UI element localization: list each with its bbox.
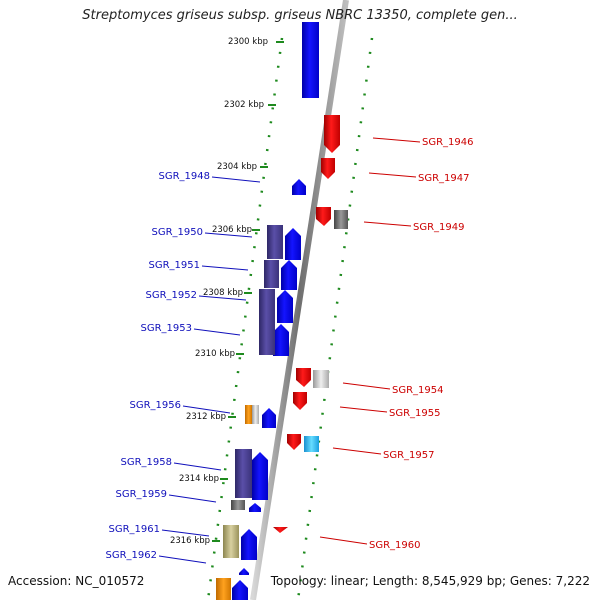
gene-label-SGR_1954[interactable]: SGR_1954 bbox=[392, 385, 444, 396]
accession-info: Accession: NC_010572 bbox=[8, 574, 144, 588]
gene-SGR_1954-arrow[interactable] bbox=[296, 368, 311, 387]
gene-SGR_1946-arrow[interactable] bbox=[324, 115, 340, 153]
ruler-tick-2310: 2310 kbp bbox=[195, 349, 235, 359]
leader-line bbox=[319, 536, 368, 545]
gene-SGR_1959-arrow[interactable] bbox=[249, 503, 261, 512]
gene-label-SGR_1948[interactable]: SGR_1948 bbox=[159, 171, 211, 182]
ruler-tick-2308: 2308 kbp bbox=[203, 288, 243, 298]
gene-SGR_1952-arrow[interactable] bbox=[277, 290, 293, 323]
ruler-tick-2314: 2314 kbp bbox=[179, 474, 219, 484]
left-gene-labels: SGR_1948 SGR_1950 SGR_1951 SGR_1952 SGR_… bbox=[106, 171, 261, 564]
operon-block[interactable] bbox=[235, 449, 252, 498]
page-title: Streptomyces griseus subsp. griseus NBRC… bbox=[82, 8, 518, 23]
right-gene-labels: SGR_1946 SGR_1947 SGR_1949 SGR_1954 SGR_… bbox=[319, 137, 474, 551]
leader-line bbox=[158, 555, 207, 564]
topology-value: linear; bbox=[330, 574, 369, 588]
leader-line bbox=[198, 295, 247, 301]
genes-value: 7,222 bbox=[555, 574, 590, 588]
gene-feature-orange[interactable] bbox=[245, 405, 252, 424]
gene-label-SGR_1961[interactable]: SGR_1961 bbox=[109, 524, 161, 535]
ruler-tick-2306: 2306 kbp bbox=[212, 225, 252, 235]
gene-label-SGR_1947[interactable]: SGR_1947 bbox=[418, 173, 470, 184]
genome-stats: Topology: linear; Length: 8,545,929 bp; … bbox=[271, 574, 590, 588]
ruler-tick-2302: 2302 kbp bbox=[224, 100, 264, 110]
ruler-tick-2300: 2300 kbp bbox=[228, 37, 268, 47]
ruler-tick-2316: 2316 kbp bbox=[170, 536, 210, 546]
accession-value: NC_010572 bbox=[75, 574, 145, 588]
gene-SGR_1953-arrow[interactable] bbox=[273, 324, 289, 356]
gene-label-SGR_1958[interactable]: SGR_1958 bbox=[121, 457, 173, 468]
leader-line bbox=[161, 529, 210, 537]
topology-label: Topology: bbox=[270, 574, 327, 588]
leader-line bbox=[342, 382, 391, 390]
gene-SGR_1958-arrow[interactable] bbox=[252, 452, 268, 500]
leader-line bbox=[368, 172, 417, 178]
leader-line bbox=[204, 232, 253, 238]
gene-label-SGR_1956[interactable]: SGR_1956 bbox=[130, 400, 182, 411]
gene-label-SGR_1952[interactable]: SGR_1952 bbox=[146, 290, 198, 301]
gene-feature-gray[interactable] bbox=[334, 210, 348, 229]
gene-SGR_1951-arrow[interactable] bbox=[281, 260, 297, 290]
operon-block[interactable] bbox=[264, 260, 279, 288]
gene-SGR_1962-arrow[interactable] bbox=[239, 568, 249, 575]
gene-label-SGR_1950[interactable]: SGR_1950 bbox=[152, 227, 204, 238]
gene-SGR_1961-arrow[interactable] bbox=[241, 529, 257, 560]
forward-strand-genes bbox=[232, 22, 319, 600]
gene-feature-orange[interactable] bbox=[216, 578, 231, 600]
gene-feature-lightgray[interactable] bbox=[313, 370, 329, 388]
genes-label: Genes: bbox=[509, 574, 552, 588]
gene-label-SGR_1962[interactable]: SGR_1962 bbox=[106, 550, 158, 561]
leader-line bbox=[173, 462, 222, 471]
sequence-axis bbox=[250, 0, 349, 601]
gene-label-SGR_1953[interactable]: SGR_1953 bbox=[141, 323, 193, 334]
gene-SGR_1947-arrow[interactable] bbox=[321, 158, 335, 179]
ruler-tick-2304: 2304 kbp bbox=[217, 162, 257, 172]
leader-line bbox=[193, 328, 241, 336]
gene-label-SGR_1949[interactable]: SGR_1949 bbox=[413, 222, 465, 233]
gene-label-SGR_1946[interactable]: SGR_1946 bbox=[422, 137, 474, 148]
gene-feature-khaki[interactable] bbox=[223, 525, 239, 558]
gene-label-SGR_1955[interactable]: SGR_1955 bbox=[389, 408, 441, 419]
gene-feature[interactable] bbox=[302, 22, 319, 98]
gene-label-SGR_1951[interactable]: SGR_1951 bbox=[149, 260, 201, 271]
gene-label-SGR_1959[interactable]: SGR_1959 bbox=[116, 489, 168, 500]
gene-feature-cyan[interactable] bbox=[304, 436, 319, 452]
operon-block[interactable] bbox=[259, 289, 275, 355]
leader-line bbox=[372, 137, 421, 143]
gene-SGR_1955-arrow[interactable] bbox=[293, 392, 307, 410]
operon-features bbox=[216, 225, 283, 600]
gene-SGR_1950-arrow[interactable] bbox=[285, 228, 301, 260]
gene-SGR_1949-arrow[interactable] bbox=[316, 207, 331, 226]
gene-label-SGR_1960[interactable]: SGR_1960 bbox=[369, 540, 421, 551]
ruler-tick-2312: 2312 kbp bbox=[186, 412, 226, 422]
leader-line bbox=[363, 221, 412, 227]
leader-line bbox=[201, 265, 249, 271]
gene-SGR_1960-arrow[interactable] bbox=[273, 527, 288, 533]
accession-label: Accession: bbox=[8, 574, 72, 588]
ruler: 2300 kbp 2302 kbp 2304 kbp 2306 kbp 2308… bbox=[170, 37, 284, 546]
gene-SGR_1956-arrow[interactable] bbox=[262, 408, 276, 428]
gene-label-SGR_1957[interactable]: SGR_1957 bbox=[383, 450, 435, 461]
leader-line bbox=[182, 405, 231, 414]
leader-line bbox=[339, 406, 388, 413]
leader-line bbox=[332, 447, 382, 455]
length-label: Length: bbox=[372, 574, 419, 588]
length-value: 8,545,929 bp; bbox=[421, 574, 507, 588]
reverse-strand-genes bbox=[273, 115, 348, 533]
gene-feature-gray[interactable] bbox=[231, 500, 245, 510]
leader-line bbox=[168, 494, 217, 503]
gene-feature[interactable] bbox=[232, 580, 248, 600]
leader-line bbox=[211, 176, 261, 183]
gene-SGR_1948-arrow[interactable] bbox=[292, 179, 306, 195]
gene-feature-lightgray[interactable] bbox=[252, 405, 259, 424]
gene-SGR_1957-arrow[interactable] bbox=[287, 434, 301, 450]
operon-block[interactable] bbox=[267, 225, 283, 259]
